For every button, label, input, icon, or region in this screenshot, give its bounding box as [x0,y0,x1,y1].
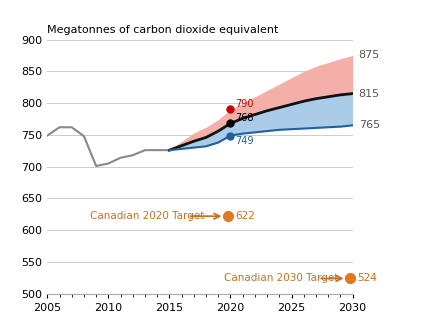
Text: 875: 875 [359,50,380,60]
Text: 765: 765 [359,120,380,130]
Text: 768: 768 [235,113,254,123]
Text: Canadian 2030 Target: Canadian 2030 Target [224,274,339,283]
Text: Canadian 2020 Target: Canadian 2020 Target [90,211,204,221]
Text: 790: 790 [235,99,254,109]
Text: 524: 524 [357,274,378,283]
Text: 815: 815 [359,88,380,99]
Text: Megatonnes of carbon dioxide equivalent: Megatonnes of carbon dioxide equivalent [47,25,279,35]
Text: 622: 622 [235,211,255,221]
Text: 749: 749 [235,136,254,146]
